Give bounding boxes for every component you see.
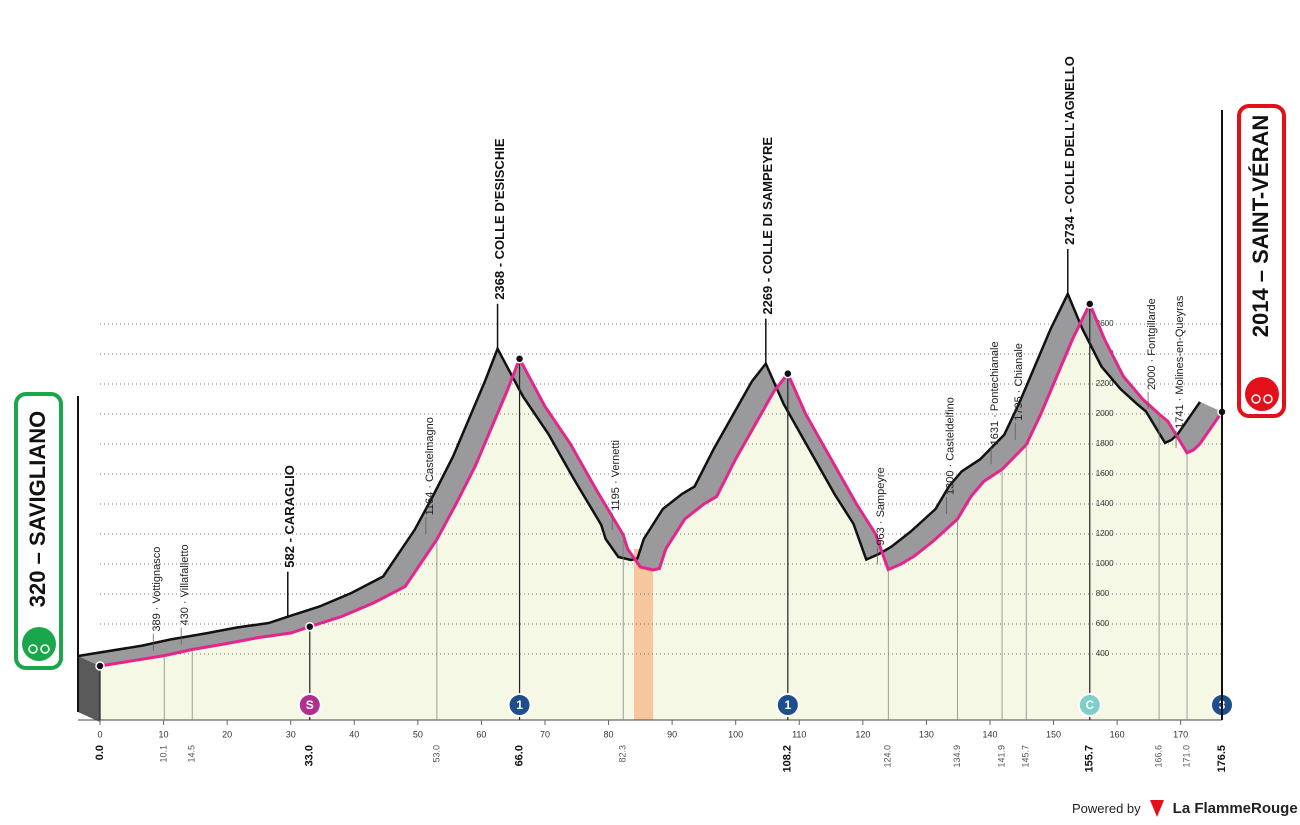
profile-fill xyxy=(100,303,1222,720)
km-label: 10.1 xyxy=(159,745,169,763)
x-tick-label: 90 xyxy=(667,729,677,739)
place-label: 320 – SAVIGLIANO xyxy=(25,411,50,607)
badge-label: C xyxy=(1085,698,1094,712)
y-tick-label: 400 xyxy=(1096,649,1110,658)
x-tick-label: 70 xyxy=(540,729,550,739)
x-tick-label: 100 xyxy=(728,729,743,739)
x-tick-label: 80 xyxy=(604,729,614,739)
waypoint-label: 1300 · Casteldelfino xyxy=(944,397,956,495)
km-label: 66.0 xyxy=(513,745,525,766)
badge-label: S xyxy=(306,698,314,712)
km-label: 145.7 xyxy=(1021,745,1031,768)
waypoint-dot xyxy=(783,368,793,379)
x-tick-label: 170 xyxy=(1173,729,1188,739)
waypoint-label: 389 · Vottignasco xyxy=(151,547,163,632)
place-icon-wheel xyxy=(28,644,38,654)
badge xyxy=(1077,693,1102,717)
y-tick-label: 2000 xyxy=(1096,409,1114,418)
x-tick-label: 0 xyxy=(97,729,102,739)
x-tick-label: 60 xyxy=(476,729,486,739)
waypoint-label: 1741 · Molines-en-Queyras xyxy=(1174,295,1186,429)
footer: Powered by La FlammeRouge xyxy=(1072,798,1298,818)
y-tick-label: 2600 xyxy=(1096,319,1114,328)
side-face xyxy=(78,656,100,722)
place-icon-wheel xyxy=(1263,394,1273,404)
waypoint-dot xyxy=(95,661,105,671)
brand: La FlammeRouge xyxy=(1172,799,1298,817)
waypoint-dot xyxy=(514,354,525,364)
y-tick-label: 1600 xyxy=(1096,469,1114,478)
place-box xyxy=(14,392,63,670)
y-tick-label: 600 xyxy=(1096,619,1110,628)
place-label: 2014 – SAINT-VÉRAN xyxy=(1248,115,1273,338)
km-label: 14.5 xyxy=(187,745,197,763)
summit-label: 2734 - COLLE DELL'AGNELLO xyxy=(1062,56,1077,245)
km-label: 134.9 xyxy=(952,745,962,768)
x-tick-label: 50 xyxy=(413,729,423,739)
badge xyxy=(507,693,532,717)
km-label: 82.3 xyxy=(618,745,628,763)
y-tick-label: 800 xyxy=(1096,589,1110,598)
x-tick-label: 20 xyxy=(222,729,232,739)
km-label: 0.0 xyxy=(94,745,106,760)
waypoint-label: 1195 · Vernetti xyxy=(610,440,622,511)
x-tick-label: 160 xyxy=(1110,729,1125,739)
waypoint-dot xyxy=(305,621,315,632)
waypoint-dot xyxy=(1085,299,1095,309)
place-icon-wheel xyxy=(40,644,50,654)
x-tick-label: 150 xyxy=(1046,729,1061,739)
logo xyxy=(1149,800,1164,817)
place-icon xyxy=(22,627,56,661)
waypoint-label: 963 · Sampeyre xyxy=(875,467,887,545)
place-icon-wheel xyxy=(1251,394,1261,404)
km-label: 53.0 xyxy=(431,745,441,763)
waypoint-label: 2000 · Fontgillarde xyxy=(1146,298,1158,390)
km-label: 141.9 xyxy=(996,745,1006,768)
waypoint-label: 1795 · Chianale xyxy=(1013,343,1025,421)
profile-edge xyxy=(77,290,1202,658)
x-tick-label: 110 xyxy=(792,729,806,739)
x-tick-label: 40 xyxy=(349,729,359,739)
km-label: 124.0 xyxy=(883,745,893,768)
km-label: 171.0 xyxy=(1181,745,1191,768)
badge xyxy=(297,693,322,717)
y-tick-label: 1000 xyxy=(1096,559,1114,568)
y-tick-label: 2200 xyxy=(1096,379,1114,388)
y-tick-label: 1400 xyxy=(1096,499,1114,508)
feed-zone xyxy=(633,549,654,720)
km-label: 33.0 xyxy=(304,745,316,766)
powered-by: Powered by xyxy=(1072,800,1141,816)
x-tick-label: 130 xyxy=(919,729,934,739)
summit-label: 2269 - COLLE DI SAMPEYRE xyxy=(760,137,775,315)
badge-label: 1 xyxy=(516,698,523,712)
y-tick-label: 1200 xyxy=(1096,529,1114,538)
x-tick-label: 10 xyxy=(159,729,169,739)
place-icon xyxy=(1245,377,1279,411)
x-tick-label: 140 xyxy=(982,729,997,739)
waypoint-label: 430 · Villafalletto xyxy=(179,544,191,625)
profile-line xyxy=(99,300,1224,668)
km-label: 176.5 xyxy=(1216,745,1228,773)
place-box xyxy=(1237,104,1286,418)
waypoint-label: 1631 · Pontechianale xyxy=(989,341,1001,445)
km-label: 166.6 xyxy=(1153,745,1163,768)
x-tick-label: 30 xyxy=(286,729,296,739)
summit-label: 582 - CARAGLIO xyxy=(282,465,297,568)
waypoint-label: 1164 · Castelmagno xyxy=(424,417,436,515)
summit-label: 2368 - COLLE D'ESISCHIE xyxy=(492,138,507,300)
y-tick-label: 1800 xyxy=(1096,439,1114,448)
km-label: 108.2 xyxy=(782,745,794,773)
badge-label: 1 xyxy=(784,698,791,712)
x-tick-label: 120 xyxy=(855,729,870,739)
badge xyxy=(775,693,800,717)
km-label: 155.7 xyxy=(1084,745,1096,773)
